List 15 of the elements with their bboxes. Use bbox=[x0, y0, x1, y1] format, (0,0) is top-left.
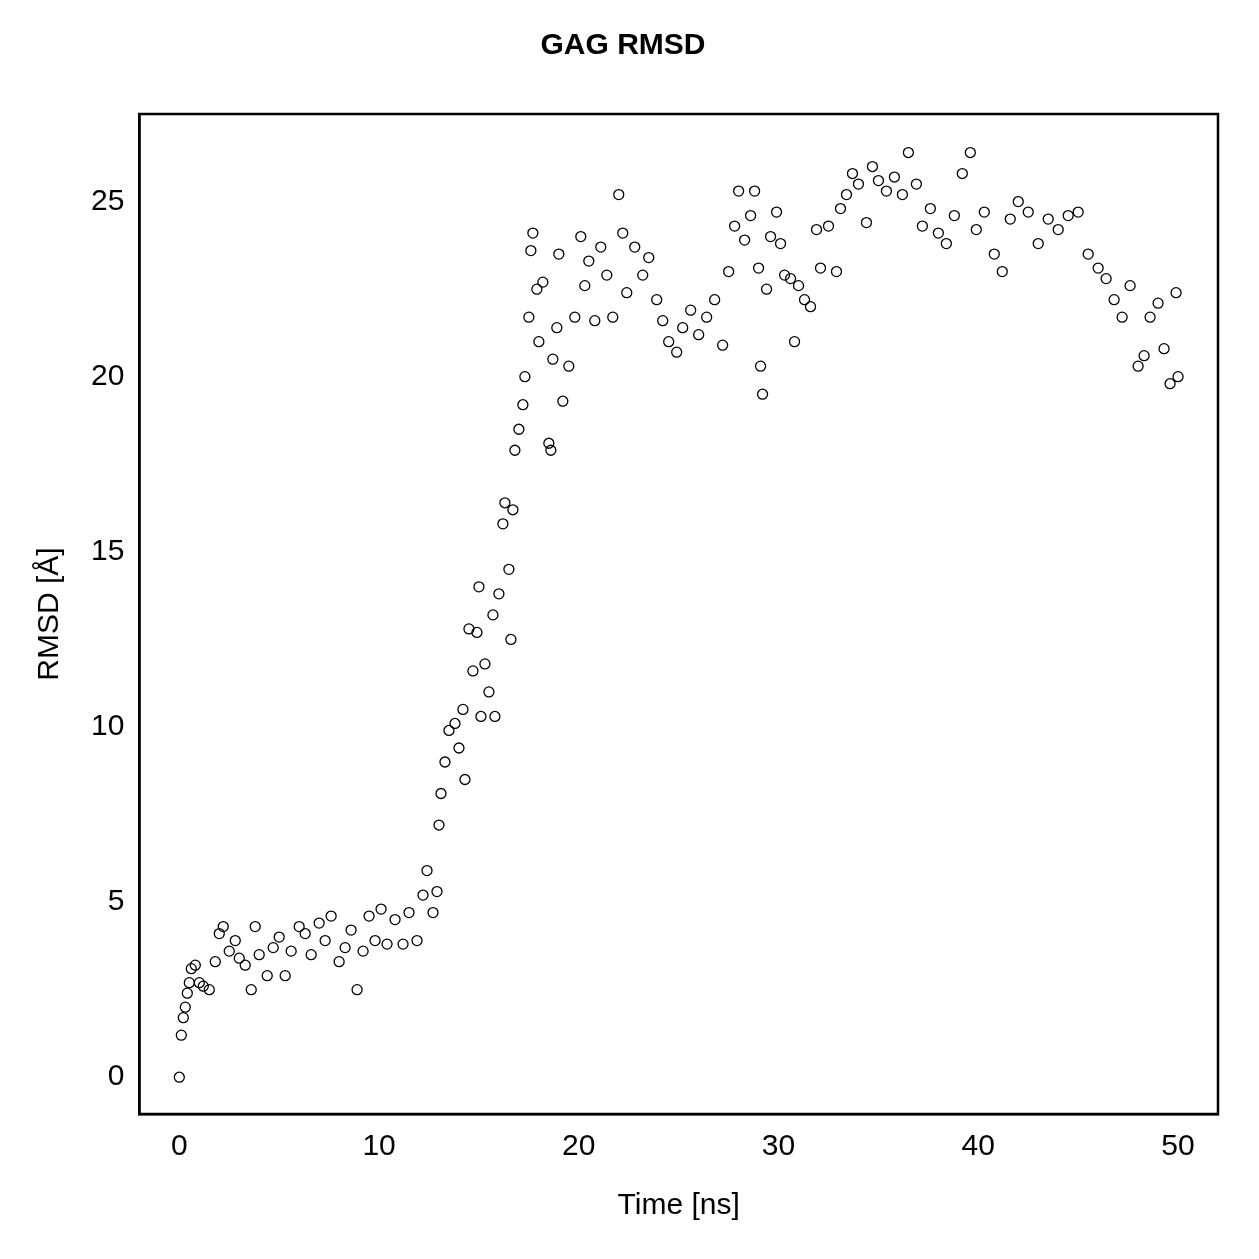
x-tick-label: 30 bbox=[761, 1128, 796, 1162]
y-axis-title: RMSD [Å] bbox=[31, 547, 65, 681]
y-tick-label: 10 bbox=[90, 708, 125, 742]
x-tick-label: 10 bbox=[362, 1128, 396, 1162]
y-tick-label: 20 bbox=[90, 357, 125, 391]
x-tick-label: 40 bbox=[961, 1128, 995, 1162]
x-tick-label: 20 bbox=[562, 1128, 596, 1162]
x-axis-title: Time [ns] bbox=[617, 1187, 740, 1221]
chart-title: GAG RMSD bbox=[540, 27, 706, 61]
y-tick-label: 5 bbox=[107, 883, 125, 917]
y-tick-label: 15 bbox=[90, 533, 125, 567]
x-tick-label: 0 bbox=[170, 1128, 188, 1162]
y-tick-label: 25 bbox=[90, 182, 125, 216]
x-tick-label: 50 bbox=[1161, 1128, 1195, 1162]
y-tick-label: 0 bbox=[107, 1058, 125, 1092]
